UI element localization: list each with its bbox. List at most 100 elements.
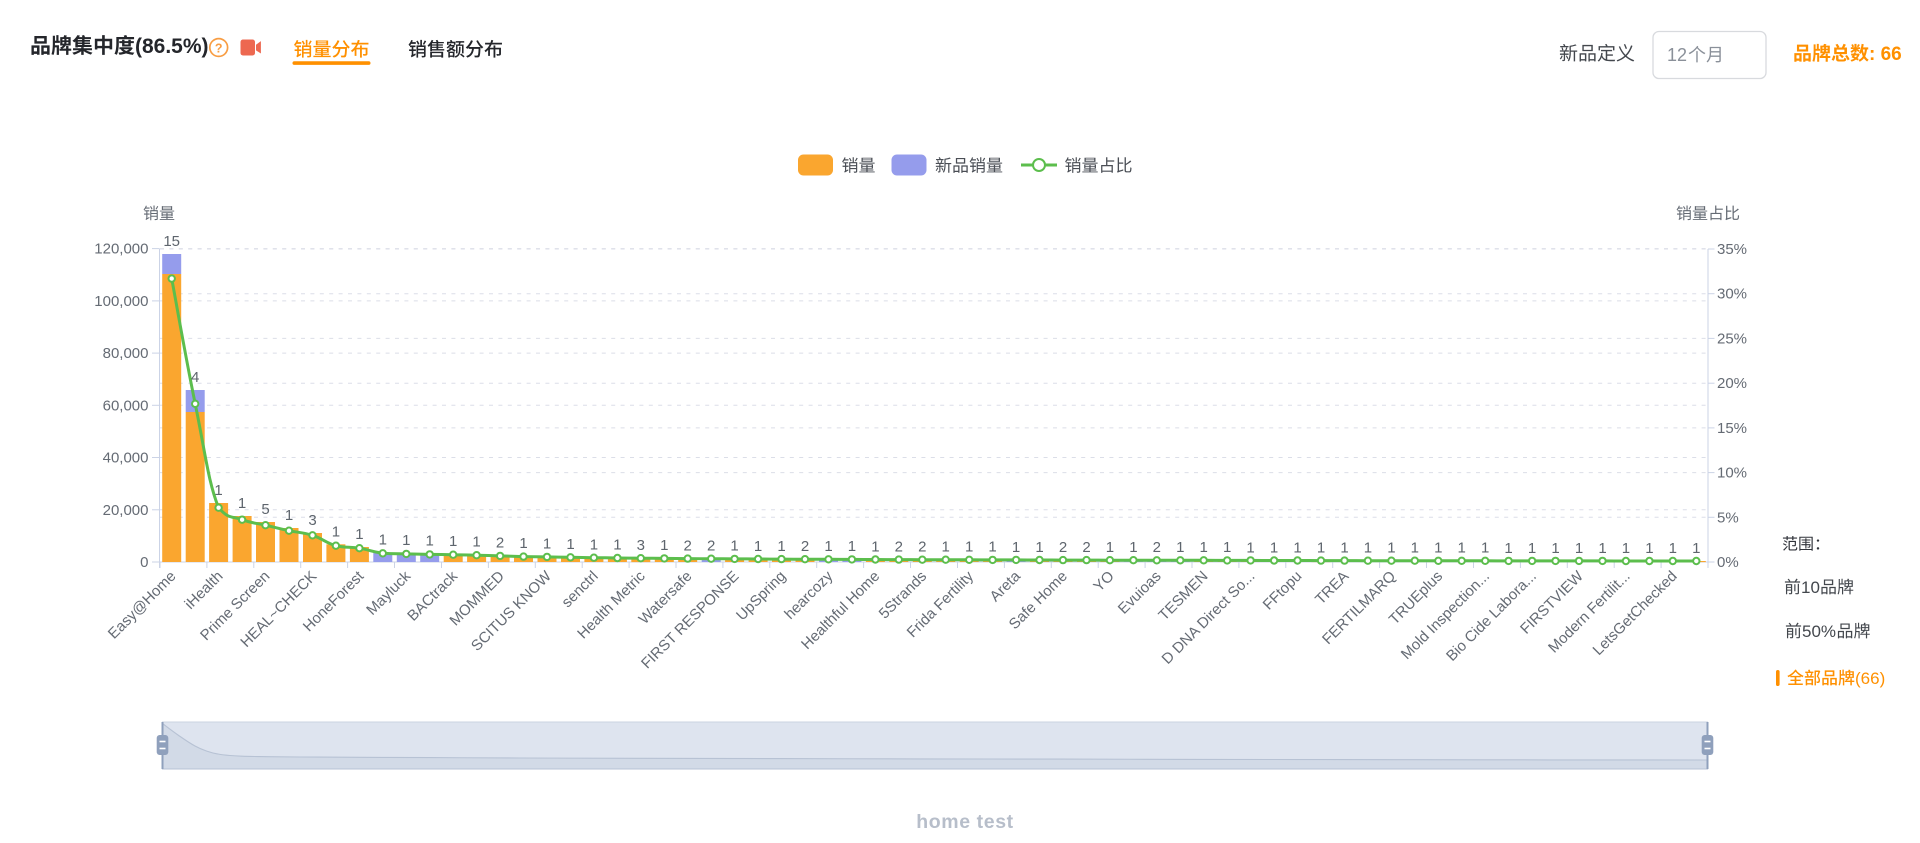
svg-text:1: 1 [1575, 540, 1583, 557]
svg-text:Modern Fertilit...: Modern Fertilit... [1545, 568, 1634, 657]
svg-text:1: 1 [1669, 540, 1677, 557]
svg-text:2: 2 [895, 538, 903, 555]
svg-text:50%: 50% [1802, 622, 1836, 641]
svg-text:1: 1 [1246, 539, 1254, 556]
svg-text:1: 1 [519, 535, 527, 552]
svg-text:1: 1 [1622, 540, 1630, 557]
svg-text:3: 3 [637, 537, 645, 554]
svg-text:1: 1 [824, 538, 832, 555]
svg-text:120,000: 120,000 [94, 241, 148, 258]
svg-text:1: 1 [1504, 540, 1512, 557]
svg-text:1: 1 [1551, 540, 1559, 557]
svg-text:1: 1 [965, 539, 973, 556]
svg-text:10%: 10% [1717, 465, 1747, 482]
svg-text:30%: 30% [1717, 286, 1747, 303]
svg-text:1: 1 [730, 538, 738, 555]
svg-text:80,000: 80,000 [103, 345, 149, 362]
svg-text:UpSpring: UpSpring [733, 568, 789, 624]
svg-text:1: 1 [1434, 540, 1442, 557]
svg-text:1: 1 [1200, 539, 1208, 556]
svg-text:1: 1 [1364, 540, 1372, 557]
svg-text:Areta: Areta [987, 567, 1025, 605]
svg-text:1: 1 [402, 532, 410, 549]
svg-text:2: 2 [801, 538, 809, 555]
svg-text:1: 1 [1458, 540, 1466, 557]
svg-text:1: 1 [238, 495, 246, 512]
svg-text:1: 1 [1106, 539, 1114, 556]
svg-text:YO: YO [1090, 568, 1117, 595]
svg-text:1: 1 [449, 533, 457, 550]
svg-text:1: 1 [1645, 540, 1653, 557]
svg-text:2: 2 [1082, 539, 1090, 556]
svg-text:(66): (66) [1855, 669, 1885, 688]
svg-text:1: 1 [777, 538, 785, 555]
svg-text:2: 2 [684, 537, 692, 554]
svg-text:(86.5%): (86.5%) [135, 35, 209, 58]
svg-text:2: 2 [1059, 539, 1067, 556]
svg-text:2: 2 [918, 539, 926, 556]
svg-text:home test: home test [916, 811, 1014, 833]
svg-text:60,000: 60,000 [103, 397, 149, 414]
svg-text:1: 1 [1411, 540, 1419, 557]
svg-text:0%: 0% [1717, 554, 1739, 571]
svg-text:1: 1 [566, 536, 574, 553]
svg-text:1: 1 [1528, 540, 1536, 557]
svg-text:100,000: 100,000 [94, 293, 148, 310]
svg-text:5: 5 [261, 501, 269, 518]
svg-text:12: 12 [1667, 45, 1687, 65]
svg-text:1: 1 [590, 536, 598, 553]
svg-text:2: 2 [1153, 539, 1161, 556]
svg-text:: 66: : 66 [1869, 44, 1902, 65]
svg-text:1: 1 [426, 533, 434, 550]
svg-text:1: 1 [472, 534, 480, 551]
svg-text:1: 1 [660, 537, 668, 554]
svg-text:10: 10 [1801, 578, 1820, 597]
svg-text:1: 1 [1223, 539, 1231, 556]
svg-text:25%: 25% [1717, 330, 1747, 347]
svg-text:1: 1 [1317, 540, 1325, 557]
svg-text:iHealth: iHealth [181, 568, 226, 613]
svg-text:1: 1 [332, 523, 340, 540]
svg-text:1: 1 [1176, 539, 1184, 556]
svg-text:3: 3 [308, 512, 316, 529]
svg-text:FFtopu: FFtopu [1260, 568, 1306, 614]
svg-text:1: 1 [379, 532, 387, 549]
svg-text:1: 1 [942, 539, 950, 556]
svg-text:35%: 35% [1717, 241, 1747, 258]
svg-text:1: 1 [355, 526, 363, 543]
svg-text:2: 2 [707, 538, 715, 555]
svg-text:1: 1 [1387, 540, 1395, 557]
svg-text:1: 1 [1012, 539, 1020, 556]
svg-text:TREA: TREA [1312, 568, 1352, 608]
svg-text:SCITUS KNOW: SCITUS KNOW [468, 567, 555, 654]
svg-text:1: 1 [214, 482, 222, 499]
svg-text:1: 1 [285, 507, 293, 524]
svg-text:senctrl: senctrl [558, 568, 601, 611]
svg-text:15: 15 [163, 233, 180, 250]
svg-text:40,000: 40,000 [103, 450, 149, 467]
svg-text:15%: 15% [1717, 420, 1747, 437]
svg-text:1: 1 [1481, 540, 1489, 557]
svg-text:Easy@Home: Easy@Home [105, 568, 180, 643]
svg-text:1: 1 [988, 539, 996, 556]
svg-text:1: 1 [1035, 539, 1043, 556]
svg-text:1: 1 [543, 536, 551, 553]
svg-text:1: 1 [1293, 539, 1301, 556]
svg-text:1: 1 [871, 538, 879, 555]
svg-text:1: 1 [1270, 539, 1278, 556]
svg-text:1: 1 [1598, 540, 1606, 557]
svg-text:1: 1 [613, 537, 621, 554]
svg-text:1: 1 [1340, 540, 1348, 557]
svg-text:20%: 20% [1717, 375, 1747, 392]
svg-text:4: 4 [191, 369, 199, 386]
svg-text:2: 2 [496, 534, 504, 551]
svg-text:1: 1 [1692, 540, 1700, 557]
svg-text:20,000: 20,000 [103, 502, 149, 519]
svg-text:Mold Inspection...: Mold Inspection... [1398, 568, 1493, 663]
svg-text:1: 1 [754, 538, 762, 555]
svg-text:5%: 5% [1717, 509, 1739, 526]
svg-text:?: ? [215, 42, 223, 56]
svg-text:1: 1 [1129, 539, 1137, 556]
svg-text:1: 1 [848, 538, 856, 555]
svg-text:LetsGetChecked: LetsGetChecked [1590, 568, 1681, 659]
